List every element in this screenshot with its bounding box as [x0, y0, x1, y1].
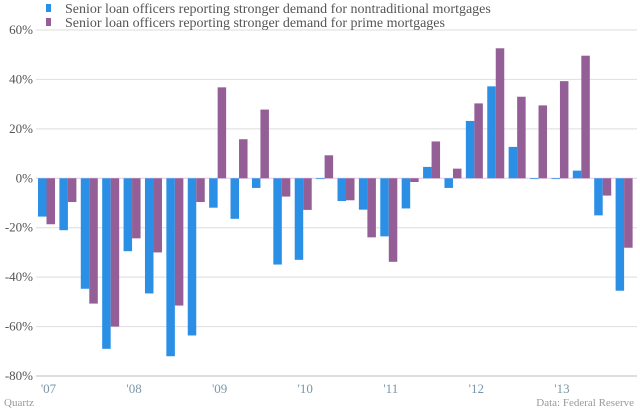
- x-tick-label: '11: [383, 381, 398, 396]
- credit-quartz: Quartz: [4, 397, 34, 409]
- bar-prime: [89, 178, 98, 304]
- bar-nontraditional: [38, 178, 47, 217]
- x-tick-label: '09: [212, 381, 227, 396]
- bar-prime: [67, 178, 77, 203]
- bar-nontraditional: [273, 178, 282, 265]
- bar-prime: [495, 48, 505, 179]
- y-axis-ticks: 60% 40% 20% 0% -20% -40% -60% -80%: [5, 22, 33, 383]
- x-tick-label: '10: [298, 381, 313, 396]
- bar-nontraditional: [572, 170, 582, 179]
- bar-nontraditional: [316, 178, 325, 180]
- x-tick-label: '07: [41, 381, 57, 396]
- bar-nontraditional: [337, 178, 346, 202]
- x-axis-ticks: '07 '08 '09 '10 '11 '12 '13: [41, 381, 570, 396]
- bar-prime: [174, 178, 184, 306]
- y-tick-label: -80%: [5, 368, 33, 383]
- bar-prime: [602, 178, 612, 196]
- data-source: Data: Federal Reserve: [536, 397, 634, 409]
- bar-nontraditional: [187, 178, 197, 336]
- bar-prime: [46, 178, 55, 225]
- bar-prime: [324, 155, 334, 179]
- bar-prime: [388, 178, 398, 262]
- x-tick-label: '13: [554, 381, 569, 396]
- bar-nontraditional: [209, 178, 218, 208]
- bar-nontraditional: [380, 178, 389, 237]
- legend-swatch: [46, 4, 51, 12]
- y-tick-label: 40%: [9, 71, 33, 86]
- x-tick-label: '08: [126, 381, 141, 396]
- bar-prime: [153, 178, 162, 253]
- bar-nontraditional: [530, 178, 539, 180]
- bar-prime: [559, 81, 569, 179]
- bars: [38, 48, 633, 357]
- bar-prime: [132, 178, 141, 239]
- bar-prime: [517, 96, 526, 179]
- bar-prime: [538, 105, 548, 179]
- bar-prime: [239, 139, 248, 179]
- bar-prime: [303, 178, 312, 210]
- bar-prime: [217, 87, 227, 179]
- y-tick-label: -40%: [5, 269, 33, 284]
- y-tick-label: -60%: [5, 319, 33, 334]
- y-tick-label: 0%: [16, 170, 34, 185]
- bar-nontraditional: [465, 120, 475, 179]
- bar-prime: [281, 178, 291, 197]
- bar-nontraditional: [251, 178, 261, 188]
- bar-prime: [410, 178, 419, 182]
- y-tick-label: -20%: [5, 220, 33, 235]
- bar-prime: [110, 178, 120, 327]
- bar-nontraditional: [551, 178, 560, 180]
- bar-prime: [581, 55, 590, 179]
- bar-prime: [260, 109, 269, 179]
- bar-prime: [624, 178, 633, 248]
- bar-nontraditional: [615, 178, 625, 291]
- bar-nontraditional: [59, 178, 68, 231]
- bar-nontraditional: [102, 178, 111, 349]
- bar-prime: [367, 178, 376, 238]
- bar-nontraditional: [423, 166, 432, 179]
- bar-nontraditional: [294, 178, 304, 260]
- bar-nontraditional: [80, 178, 90, 289]
- bar-nontraditional: [487, 86, 496, 179]
- bar-prime: [431, 141, 441, 179]
- bar-prime: [196, 178, 205, 203]
- bar-nontraditional: [594, 178, 603, 216]
- bar-nontraditional: [166, 178, 175, 357]
- x-tick-label: '12: [469, 381, 484, 396]
- bar-nontraditional: [508, 146, 518, 179]
- bar-prime: [452, 168, 462, 179]
- bar-nontraditional: [401, 178, 411, 209]
- legend-label: Senior loan officers reporting stronger …: [65, 2, 491, 17]
- bar-prime: [474, 103, 483, 179]
- legend-swatch: [46, 18, 51, 26]
- bar-prime: [346, 178, 355, 201]
- y-tick-label: 60%: [9, 22, 33, 37]
- bar-nontraditional: [230, 178, 240, 219]
- legend-label: Senior loan officers reporting stronger …: [65, 16, 445, 31]
- legend: Senior loan officers reporting stronger …: [46, 2, 491, 31]
- bar-nontraditional: [123, 178, 133, 252]
- bar-nontraditional: [444, 178, 453, 188]
- bar-nontraditional: [358, 178, 368, 210]
- bar-nontraditional: [144, 178, 154, 294]
- y-tick-label: 20%: [9, 121, 33, 136]
